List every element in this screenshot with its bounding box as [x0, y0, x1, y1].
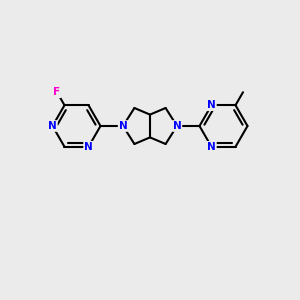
- Text: F: F: [53, 87, 61, 97]
- Text: N: N: [172, 121, 182, 131]
- Text: N: N: [84, 142, 93, 152]
- Text: N: N: [207, 100, 216, 110]
- Text: N: N: [48, 121, 57, 131]
- Text: N: N: [207, 142, 216, 152]
- Text: N: N: [118, 121, 127, 131]
